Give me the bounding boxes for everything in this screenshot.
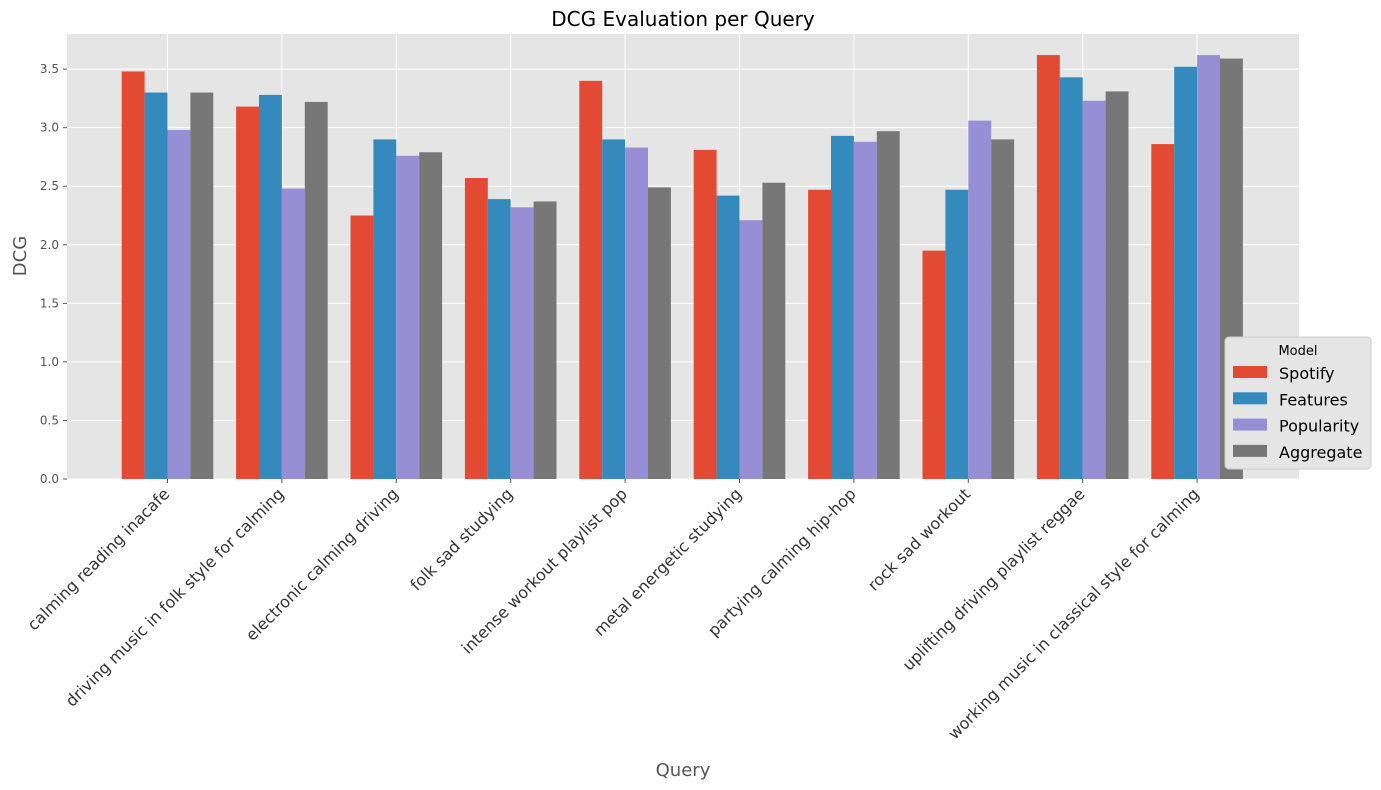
bar-spotify [1036, 55, 1060, 479]
bar-popularity [1197, 55, 1220, 479]
bar-popularity [167, 130, 191, 480]
x-axis-label: Query [656, 760, 711, 781]
legend-title: Model [1278, 344, 1317, 359]
y-tick-label: 1.0 [40, 355, 59, 369]
bar-popularity [510, 207, 534, 479]
bar-spotify [693, 149, 717, 479]
y-tick-label: 2.0 [40, 238, 59, 252]
bar-spotify [579, 80, 603, 479]
y-axis-label: DCG [10, 236, 31, 276]
y-tick-label: 2.5 [40, 179, 59, 193]
y-tick-label: 0.5 [40, 413, 59, 427]
legend-label-aggregate: Aggregate [1279, 443, 1362, 462]
legend-label-popularity: Popularity [1279, 417, 1359, 436]
bar-spotify [808, 189, 831, 479]
x-tick-label: driving music in folk style for calming [62, 484, 288, 710]
bar-aggregate [1105, 91, 1129, 479]
bar-spotify [922, 250, 946, 479]
bar-popularity [739, 220, 763, 479]
bar-aggregate [991, 139, 1015, 480]
bar-aggregate [648, 187, 671, 479]
bar-aggregate [876, 131, 900, 479]
bar-spotify [121, 71, 145, 479]
bar-aggregate [533, 201, 557, 480]
legend-items: Spotify Features Popularity Aggregate [1233, 364, 1362, 462]
bar-popularity [625, 147, 648, 479]
bar-popularity [853, 141, 877, 479]
bar-features [373, 139, 397, 480]
x-tick-label: working music in classical style for cal… [944, 484, 1203, 743]
bar-features [144, 92, 168, 479]
legend: Model Spotify Features Popularity Aggregate [1224, 336, 1372, 470]
legend-swatch-spotify [1233, 366, 1267, 378]
bar-popularity [968, 120, 992, 479]
bar-features [831, 135, 854, 479]
legend-label-features: Features [1279, 390, 1348, 409]
legend-label-spotify: Spotify [1279, 364, 1335, 383]
bar-features [1174, 66, 1198, 479]
bar-spotify [350, 215, 374, 479]
bar-aggregate [762, 182, 786, 479]
bar-aggregate [190, 92, 214, 479]
bar-spotify [236, 106, 259, 480]
bar-popularity [1082, 100, 1106, 479]
y-tick-label: 0.0 [40, 472, 59, 486]
bar-features [259, 94, 282, 479]
bar-features [487, 199, 511, 480]
bar-features [945, 189, 969, 479]
x-tick-label: folk sad studying [406, 484, 516, 594]
y-tick-label: 1.5 [40, 296, 59, 310]
y-tick-label: 3.0 [40, 121, 59, 135]
chart-title: DCG Evaluation per Query [551, 7, 815, 31]
bar-popularity [396, 155, 420, 479]
x-tick-label: uplifting driving playlist reggae [899, 484, 1089, 674]
bar-spotify [1151, 144, 1175, 479]
y-tick-label: 3.5 [40, 62, 59, 76]
y-axis: 0.0 0.5 1.0 1.5 2.0 2.5 3.0 3.5 [40, 62, 67, 486]
bar-popularity [281, 188, 305, 479]
legend-swatch-features [1233, 392, 1267, 405]
bar-aggregate [304, 101, 328, 479]
legend-swatch-popularity [1233, 418, 1267, 431]
bar-features [602, 139, 626, 480]
x-tick-label: rock sad workout [864, 484, 974, 594]
bar-features [716, 195, 740, 479]
bar-spotify [464, 178, 488, 479]
bar-aggregate [419, 152, 443, 480]
legend-swatch-aggregate [1233, 444, 1267, 457]
bar-features [1059, 77, 1083, 479]
